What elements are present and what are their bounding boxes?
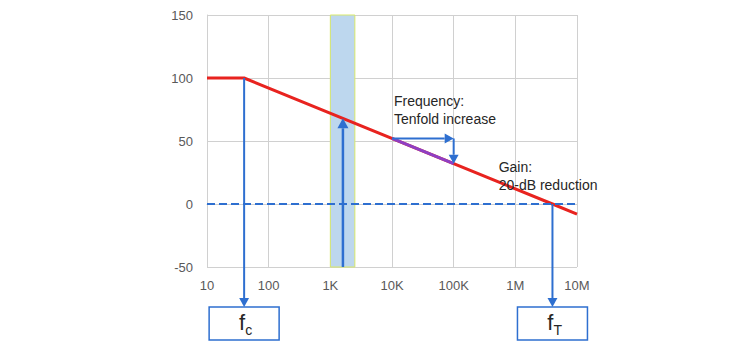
svg-text:c: c <box>245 322 252 338</box>
svg-text:1K: 1K <box>322 278 338 293</box>
svg-text:T: T <box>553 322 562 338</box>
svg-text:20-dB reduction: 20-dB reduction <box>499 177 598 193</box>
svg-text:10K: 10K <box>380 278 403 293</box>
svg-text:100: 100 <box>258 278 280 293</box>
svg-text:f: f <box>239 310 246 335</box>
svg-text:10: 10 <box>200 278 214 293</box>
svg-text:-50: -50 <box>174 260 193 275</box>
svg-text:150: 150 <box>171 8 193 23</box>
svg-text:1M: 1M <box>506 278 524 293</box>
svg-text:50: 50 <box>179 134 193 149</box>
svg-text:Frequency:: Frequency: <box>394 93 464 109</box>
svg-text:10M: 10M <box>564 278 589 293</box>
svg-text:100K: 100K <box>438 278 469 293</box>
svg-text:0: 0 <box>186 197 193 212</box>
svg-text:f: f <box>547 310 554 335</box>
svg-text:Tenfold increase: Tenfold increase <box>394 111 496 127</box>
svg-text:100: 100 <box>171 71 193 86</box>
svg-text:Gain:: Gain: <box>499 159 532 175</box>
